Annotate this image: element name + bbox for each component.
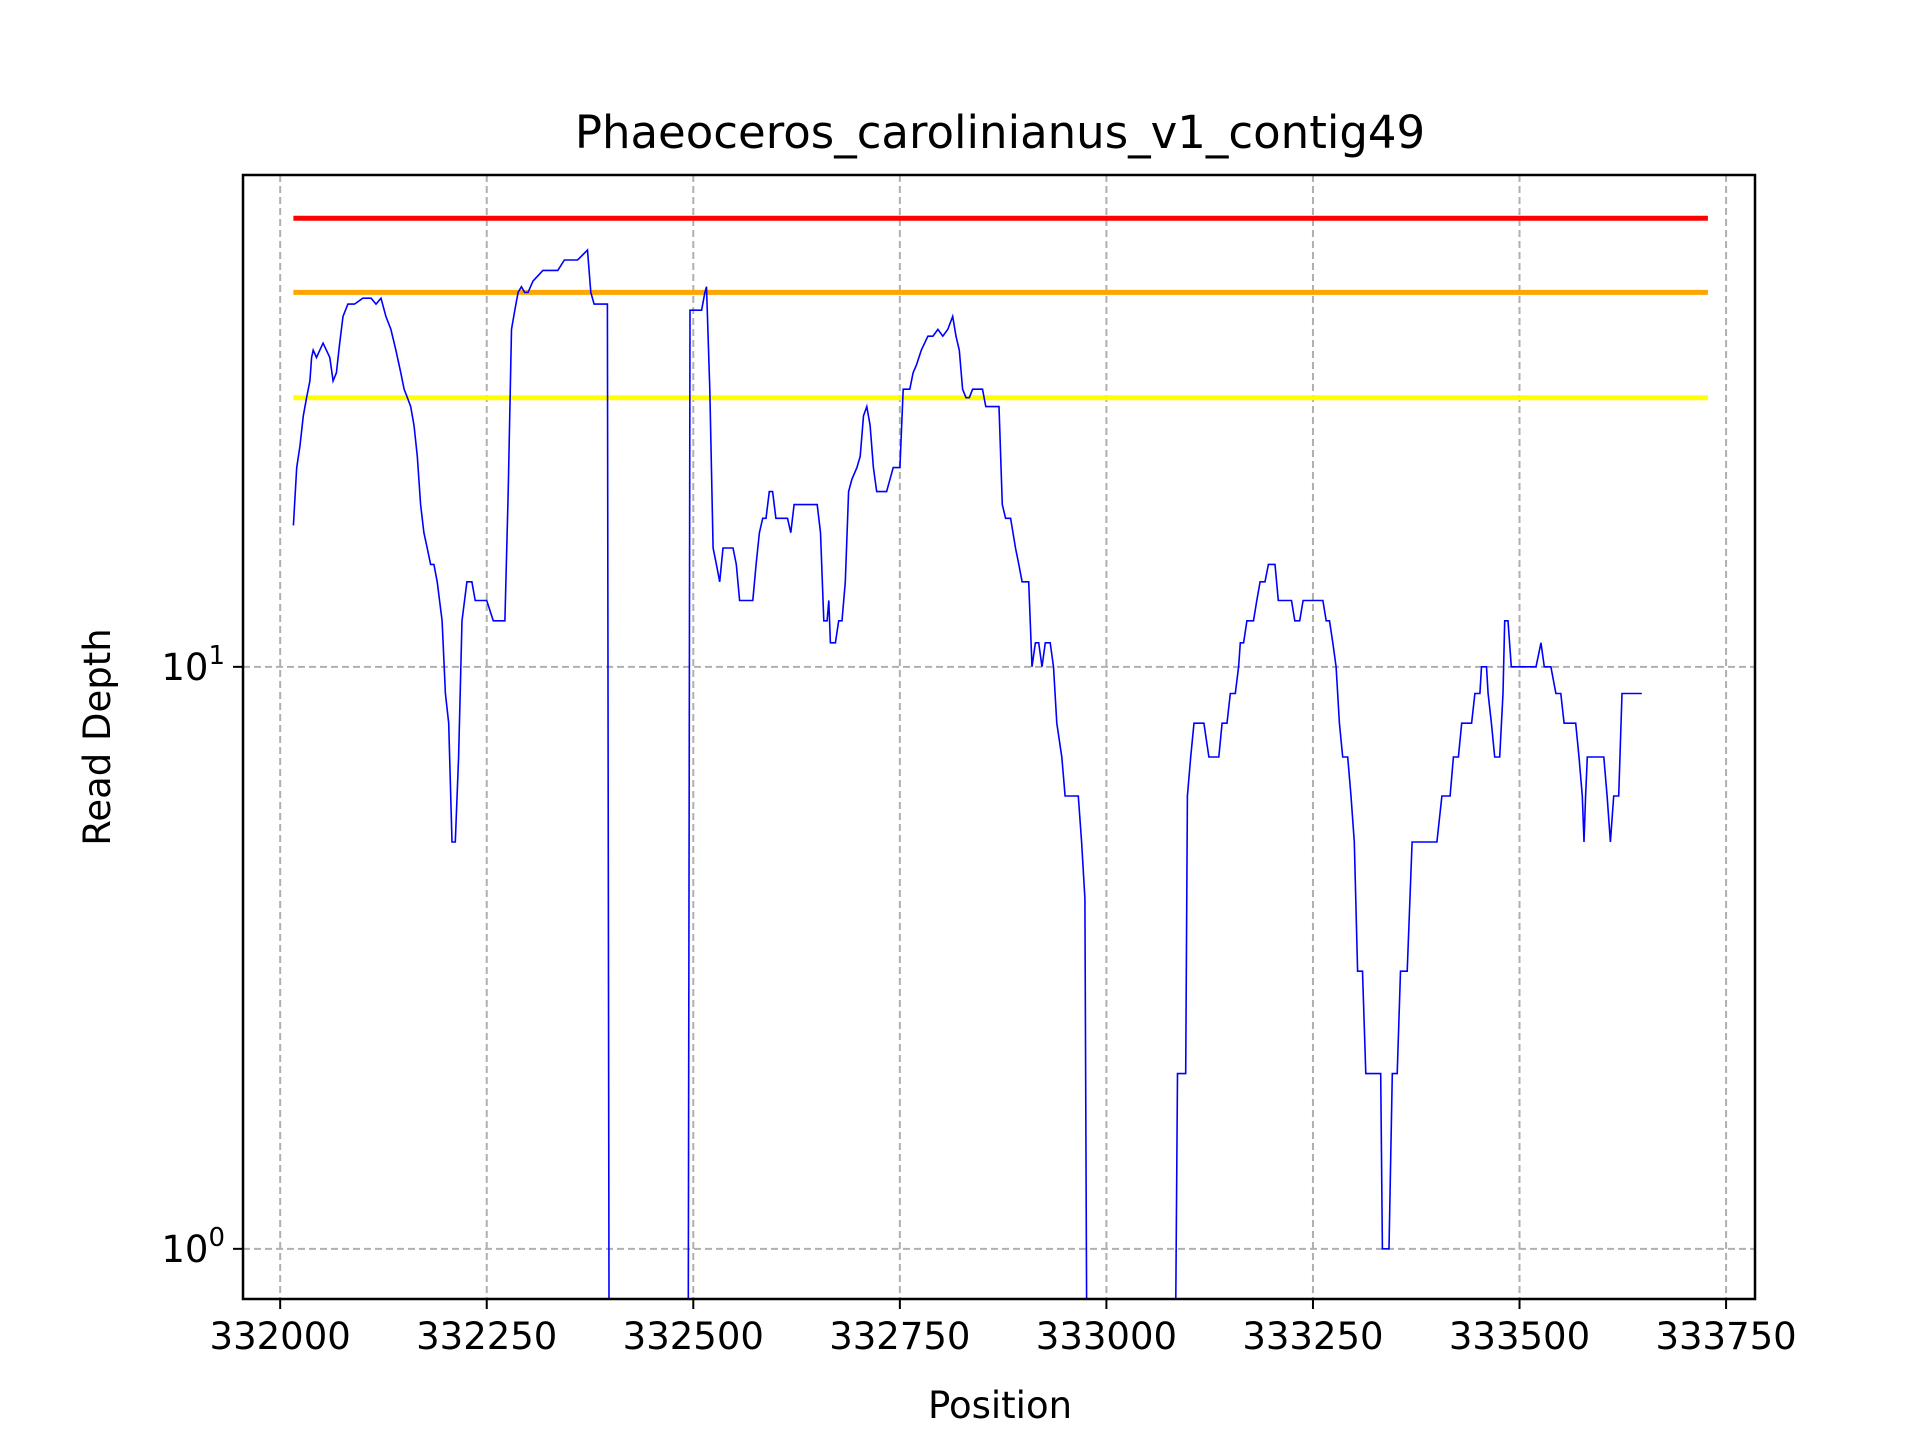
x-tick-label: 332500 — [623, 1315, 764, 1358]
x-tick-label: 332750 — [829, 1315, 970, 1358]
x-tick-label: 333500 — [1449, 1315, 1590, 1358]
x-tick-label: 333250 — [1242, 1315, 1383, 1358]
y-axis-ticks: 100 101 — [161, 641, 243, 1271]
x-axis-ticks: 332000 332250 332500 332750 333000 333250 3335… — [210, 1299, 1797, 1358]
y-axis-label: Read Depth — [76, 628, 119, 845]
x-tick-label: 332250 — [416, 1315, 557, 1358]
chart-title: Phaeoceros_carolinianus_v1_contig49 — [575, 106, 1425, 159]
x-tick-label: 333000 — [1036, 1315, 1177, 1358]
threshold-lines — [293, 215, 1708, 401]
y-tick-label: 100 — [161, 1223, 225, 1271]
x-tick-label: 332000 — [210, 1315, 351, 1358]
series-group — [292, 248, 1642, 1299]
y-tick-label: 101 — [161, 641, 225, 689]
x-tick-label: 333750 — [1655, 1315, 1796, 1358]
x-axis-label: Position — [928, 1384, 1072, 1427]
plot-frame — [241, 173, 1757, 1301]
read-depth-series-line — [292, 248, 1642, 1299]
